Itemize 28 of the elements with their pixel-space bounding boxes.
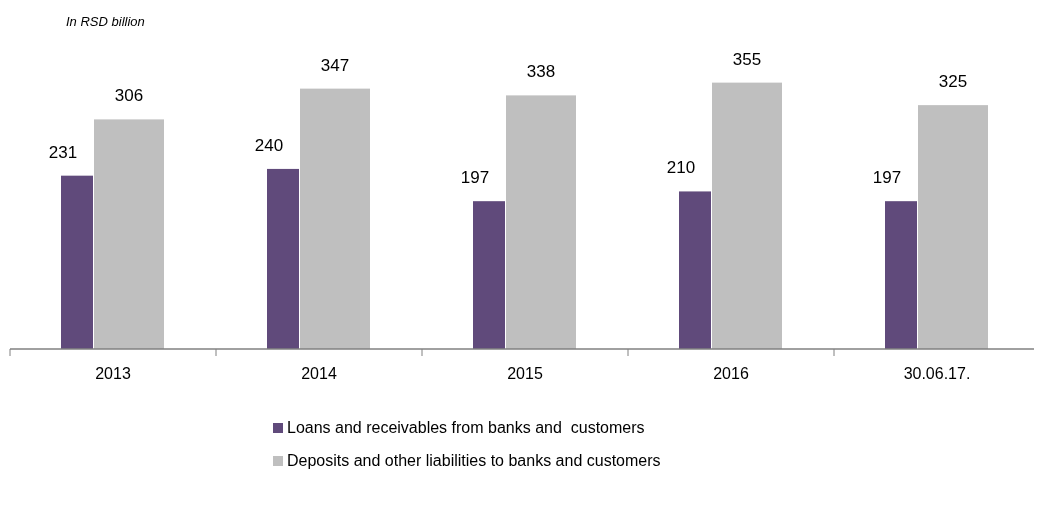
bar bbox=[300, 88, 370, 349]
data-label: 197 bbox=[872, 168, 902, 188]
bar bbox=[918, 105, 988, 349]
bar bbox=[473, 201, 505, 349]
data-label: 355 bbox=[732, 49, 762, 69]
data-label: 338 bbox=[526, 62, 556, 82]
data-label: 325 bbox=[938, 72, 968, 92]
legend-label: Loans and receivables from banks and customers bbox=[287, 419, 645, 436]
data-label: 210 bbox=[666, 158, 696, 178]
data-label: 197 bbox=[460, 168, 490, 188]
x-tick-label: 2013 bbox=[95, 365, 131, 382]
bar bbox=[885, 201, 917, 349]
x-tick-label: 30.06.17. bbox=[903, 365, 971, 382]
x-tick-label: 2014 bbox=[301, 365, 337, 382]
bar bbox=[267, 168, 299, 349]
x-tick-label: 2016 bbox=[713, 365, 749, 382]
data-label: 347 bbox=[320, 55, 350, 75]
bar bbox=[712, 82, 782, 349]
x-tick-label: 2015 bbox=[507, 365, 543, 382]
legend-label: Deposits and other liabilities to banks and customers bbox=[287, 452, 661, 469]
bar bbox=[61, 175, 93, 349]
bar bbox=[679, 191, 711, 349]
bar bbox=[506, 95, 576, 349]
data-label: 306 bbox=[114, 86, 144, 106]
y-axis-title: In RSD billion bbox=[66, 14, 145, 29]
data-label: 240 bbox=[254, 135, 284, 155]
data-label: 231 bbox=[48, 142, 78, 162]
bar bbox=[94, 119, 164, 349]
